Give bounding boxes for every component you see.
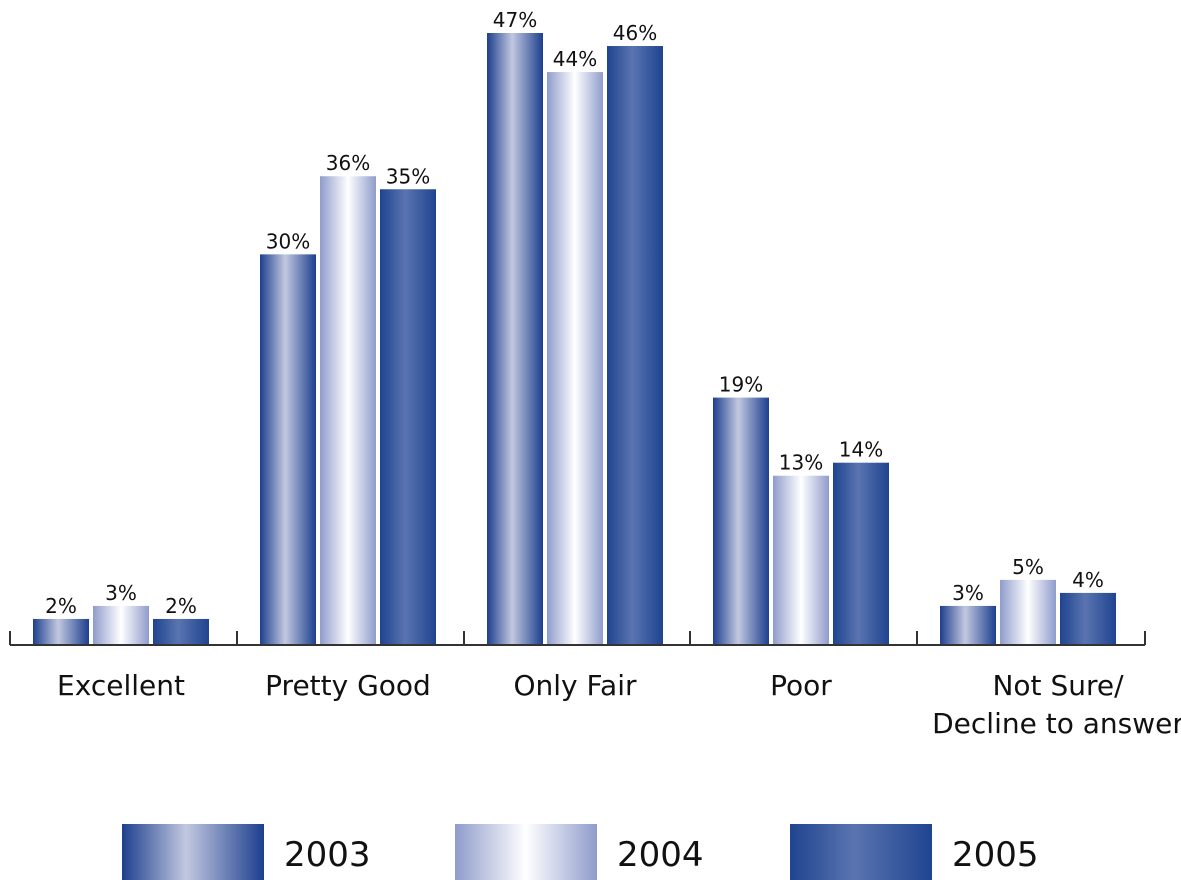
category-label-1: Excellent bbox=[57, 669, 185, 702]
x-axis bbox=[9, 631, 1146, 646]
bar-2005-3 bbox=[607, 46, 663, 645]
legend-label-2005: 2005 bbox=[952, 835, 1039, 875]
bar-2004-2 bbox=[320, 176, 376, 645]
data-label-2005-4: 14% bbox=[839, 438, 883, 462]
data-label-2003-4: 19% bbox=[719, 373, 763, 397]
data-label-2005-1: 2% bbox=[165, 594, 197, 618]
category-label-4: Poor bbox=[770, 669, 832, 702]
bar-2003-1 bbox=[33, 618, 89, 645]
category-label-2: Pretty Good bbox=[265, 669, 431, 702]
legend-swatch-2003 bbox=[122, 824, 264, 880]
legend-swatch-2005 bbox=[790, 824, 932, 880]
data-label-2005-5: 4% bbox=[1072, 568, 1104, 592]
category-label-5: Not Sure/Decline to answer bbox=[932, 669, 1181, 740]
bar-2003-3 bbox=[487, 33, 543, 645]
bar-2003-5 bbox=[940, 605, 996, 645]
data-label-2003-5: 3% bbox=[952, 581, 984, 605]
data-label-2003-3: 47% bbox=[493, 8, 537, 32]
data-label-2003-1: 2% bbox=[45, 594, 77, 618]
bar-2003-4 bbox=[713, 397, 769, 645]
legend: 2003 2004 2005 bbox=[122, 824, 1039, 880]
value-labels-group: 2% 3% 2% 30% 36% 35% 47% 44% 46% 19% 13% 14% 3% 5% 4% bbox=[45, 8, 1104, 618]
data-label-2004-1: 3% bbox=[105, 581, 137, 605]
bar-2003-2 bbox=[260, 254, 316, 646]
data-label-2004-2: 36% bbox=[326, 151, 370, 175]
data-label-2005-3: 46% bbox=[613, 21, 657, 45]
bar-2004-4 bbox=[773, 475, 829, 645]
bar-2004-1 bbox=[93, 605, 149, 645]
legend-swatch-2004 bbox=[455, 824, 597, 880]
bar-2005-2 bbox=[380, 189, 436, 646]
legend-label-2003: 2003 bbox=[284, 835, 371, 875]
data-label-2005-2: 35% bbox=[386, 164, 430, 188]
bar-2004-3 bbox=[547, 72, 603, 645]
category-labels-group: Excellent Pretty Good Only Fair Poor Not Sur… bbox=[57, 669, 1181, 740]
bar-2005-4 bbox=[833, 462, 889, 645]
bar-2005-1 bbox=[153, 618, 209, 645]
data-label-2004-4: 13% bbox=[779, 451, 823, 475]
category-label-3: Only Fair bbox=[513, 669, 637, 702]
data-label-2004-3: 44% bbox=[553, 47, 597, 71]
legend-label-2004: 2004 bbox=[617, 835, 704, 875]
bar-2005-5 bbox=[1060, 592, 1116, 645]
bars-group bbox=[33, 33, 1116, 646]
data-label-2004-5: 5% bbox=[1012, 555, 1044, 579]
data-label-2003-2: 30% bbox=[266, 229, 310, 253]
bar-2004-5 bbox=[1000, 579, 1056, 645]
